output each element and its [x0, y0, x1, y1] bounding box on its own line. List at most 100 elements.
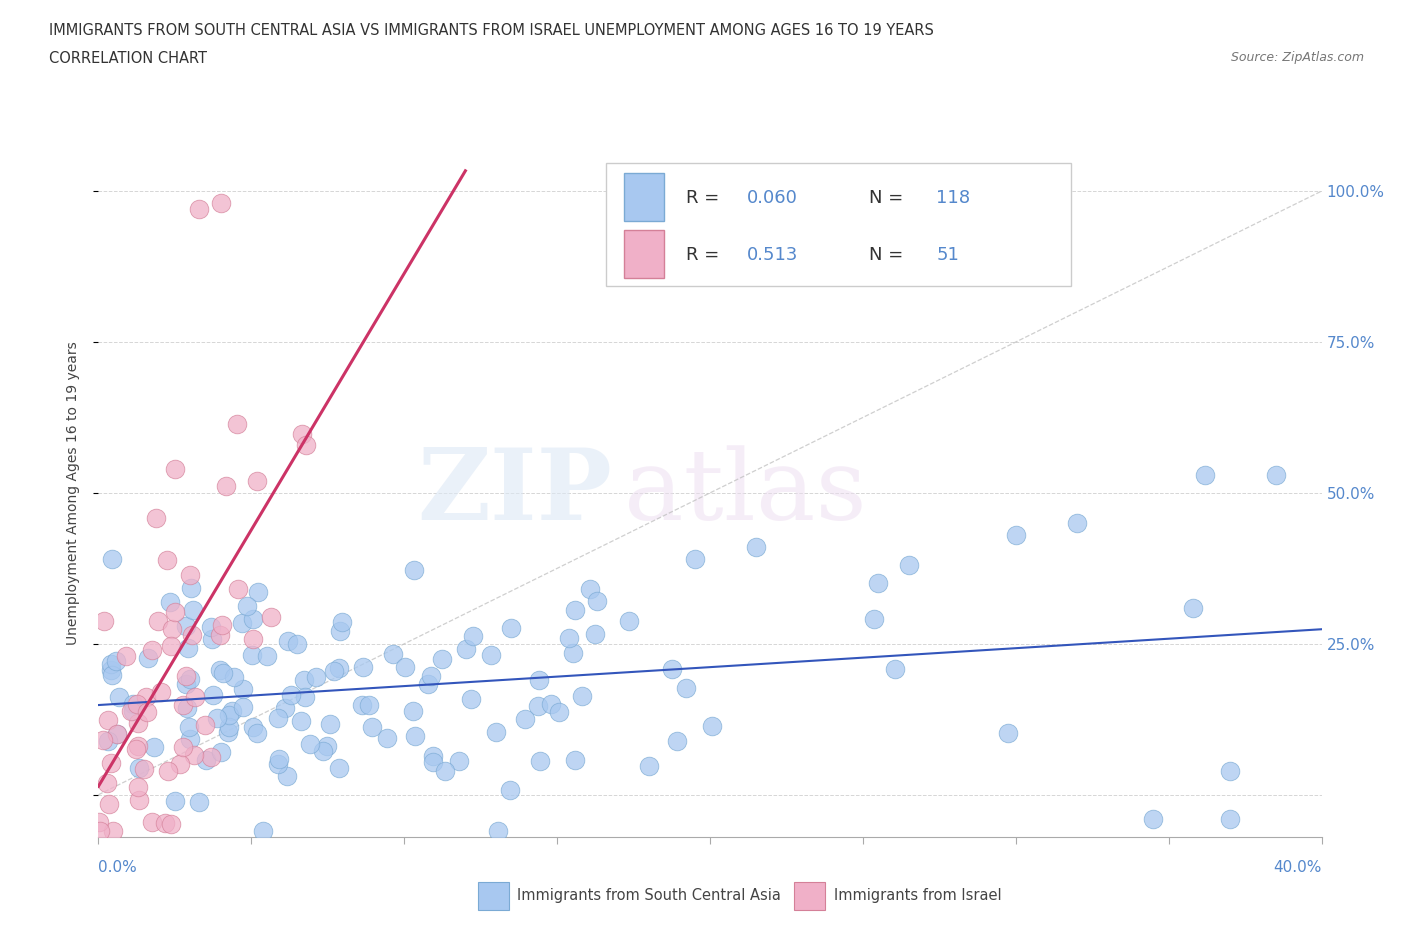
Point [209, 195, 232, 210]
Text: 0.060: 0.060 [747, 190, 797, 207]
Y-axis label: Unemployment Among Ages 16 to 19 years: Unemployment Among Ages 16 to 19 years [66, 341, 80, 644]
Point [540, 697, 562, 711]
Point [381, 646, 404, 661]
Point [177, 720, 200, 735]
Point [127, 697, 149, 711]
Point [1194, 468, 1216, 483]
Point [183, 747, 205, 762]
Point [527, 672, 550, 687]
Point [637, 759, 659, 774]
Point [666, 734, 689, 749]
Point [174, 669, 197, 684]
Point [583, 627, 606, 642]
Point [200, 620, 222, 635]
Point [127, 738, 149, 753]
Text: N =: N = [869, 190, 910, 207]
Point [114, 648, 136, 663]
Point [246, 725, 269, 740]
Point [319, 716, 342, 731]
Point [96, 776, 118, 790]
Point [141, 815, 163, 830]
Point [700, 719, 723, 734]
Point [330, 615, 353, 630]
Point [105, 654, 128, 669]
Point [280, 688, 302, 703]
Point [290, 714, 312, 729]
Point [434, 764, 457, 778]
Text: 0.0%: 0.0% [98, 860, 138, 875]
Point [236, 599, 259, 614]
Point [174, 618, 197, 633]
Text: IMMIGRANTS FROM SOUTH CENTRAL ASIA VS IMMIGRANTS FROM ISRAEL UNEMPLOYMENT AMONG : IMMIGRANTS FROM SOUTH CENTRAL ASIA VS IM… [49, 23, 934, 38]
Point [274, 701, 297, 716]
Point [150, 684, 173, 699]
Text: N =: N = [869, 246, 910, 264]
Point [176, 700, 198, 715]
Point [897, 558, 920, 573]
Point [156, 764, 179, 778]
Point [267, 711, 290, 725]
Point [208, 662, 231, 677]
Point [292, 672, 315, 687]
Point [558, 631, 581, 645]
Point [135, 690, 157, 705]
Point [100, 755, 122, 770]
Point [100, 658, 122, 672]
Point [402, 563, 425, 578]
Point [1182, 600, 1205, 615]
Point [163, 461, 186, 476]
Point [579, 582, 602, 597]
Point [394, 659, 416, 674]
Point [138, 650, 160, 665]
Point [564, 752, 586, 767]
Point [863, 611, 886, 626]
Text: R =: R = [686, 246, 724, 264]
Point [329, 624, 352, 639]
Point [187, 795, 209, 810]
Point [277, 634, 299, 649]
Point [159, 595, 181, 610]
Point [252, 824, 274, 839]
Point [156, 552, 179, 567]
Point [127, 779, 149, 794]
Point [352, 659, 374, 674]
Point [100, 662, 122, 677]
Point [422, 748, 444, 763]
Bar [624, 230, 664, 278]
Point [125, 742, 148, 757]
Point [561, 645, 583, 660]
Point [127, 715, 149, 730]
Point [430, 652, 453, 667]
Point [122, 697, 145, 711]
Point [501, 621, 523, 636]
Point [323, 664, 346, 679]
Point [101, 668, 124, 683]
Point [276, 768, 298, 783]
Point [585, 594, 607, 609]
Point [267, 751, 290, 766]
Point [211, 666, 233, 681]
Point [460, 691, 482, 706]
Point [240, 648, 263, 663]
Point [1004, 527, 1026, 542]
Point [205, 711, 228, 725]
Point [661, 661, 683, 676]
Point [328, 761, 350, 776]
Point [218, 707, 240, 722]
Point [195, 752, 218, 767]
Point [291, 427, 314, 442]
Point [211, 618, 233, 632]
Point [1219, 812, 1241, 827]
Point [486, 824, 509, 839]
Point [214, 478, 236, 493]
Point [172, 739, 194, 754]
Point [422, 754, 444, 769]
Point [328, 660, 350, 675]
Point [172, 698, 194, 713]
Point [513, 711, 536, 726]
Point [181, 603, 204, 618]
Point [201, 688, 224, 703]
Point [285, 636, 308, 651]
Point [997, 725, 1019, 740]
Point [242, 720, 264, 735]
